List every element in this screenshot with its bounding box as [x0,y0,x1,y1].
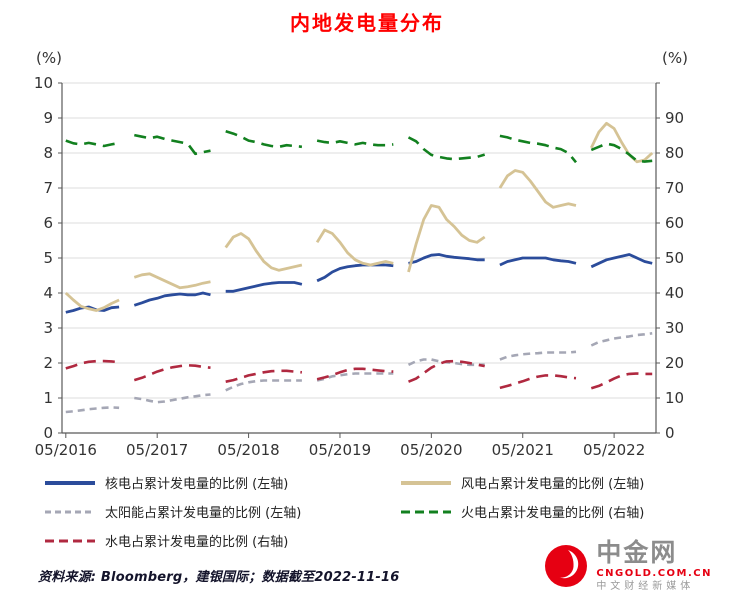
x-axis-label: 05/2016 [35,441,97,459]
watermark-text: 中金网 CNGOLD.COM.CN 中文财经新媒体 [596,540,712,592]
right-axis-label: 20 [665,354,684,372]
left-axis-label: 2 [43,354,53,372]
series-line-nuclear [65,253,653,314]
legend-swatch-solar-icon [45,510,95,513]
left-axis-label: 5 [43,249,53,267]
series-line-wind [64,121,654,312]
legend-label-wind: 风电占累计发电量的比例 (左轴) [461,477,645,492]
left-axis-label: 4 [43,284,53,302]
left-axis-label: 1 [43,389,53,407]
line-chart: 0 0 1 10 2 20 3 30 4 40 5 50 6 60 7 70 8 80 9 90 10 (%) (%) 05/… [34,49,688,459]
legend-item-hydro: 水电占累计发电量的比例 (右轴) [44,531,396,550]
watermark: 中金网 CNGOLD.COM.CN 中文财经新媒体 [544,540,712,592]
left-axis-label: 3 [43,319,53,337]
right-axis-label: 60 [665,214,684,232]
legend-swatch-wind-icon [401,480,451,485]
x-axis-label: 05/2019 [309,441,371,459]
legend-swatch-nuclear-icon [45,480,95,485]
x-axis-label: 05/2022 [583,441,645,459]
legend-label-hydro: 水电占累计发电量的比例 (右轴) [105,535,289,550]
right-axis-label: 10 [665,389,684,407]
left-axis-label: 8 [43,144,53,162]
left-axis-label: 9 [43,109,53,127]
legend-swatch-thermal-icon [401,510,451,513]
right-axis-label: 90 [665,109,684,127]
left-axis-label: 0 [43,424,53,442]
left-axis-label: 10 [34,74,53,92]
watermark-brand: 中金网 [596,538,678,567]
legend-label-nuclear: 核电占累计发电量的比例 (左轴) [105,477,289,492]
right-axis-unit-label: (%) [662,49,688,67]
x-axis-label: 05/2018 [217,441,279,459]
legend-label-solar: 太阳能占累计发电量的比例 (左轴) [105,506,302,521]
right-axis-label: 0 [665,424,675,442]
legend-item-thermal: 火电占累计发电量的比例 (右轴) [400,502,714,521]
legend-item-solar: 太阳能占累计发电量的比例 (左轴) [44,502,396,521]
cngold-logo-icon [545,545,588,587]
right-axis-label: 50 [665,249,684,267]
right-axis-label: 30 [665,319,684,337]
series-line-thermal [65,129,653,164]
x-axis-label: 05/2021 [492,441,554,459]
legend-label-thermal: 火电占累计发电量的比例 (右轴) [461,506,645,521]
legend: 核电占累计发电量的比例 (左轴) 风电占累计发电量的比例 (左轴) 太阳能占累计… [44,473,714,550]
right-axis-label: 70 [665,179,684,197]
source-note: 资料来源: Bloomberg，建银国际；数据截至2022-11-16 [38,570,400,585]
x-axis-label: 05/2020 [400,441,462,459]
series-line-hydro [65,359,653,390]
watermark-domain: CNGOLD.COM.CN [596,568,712,579]
right-axis-label: 40 [665,284,684,302]
legend-item-nuclear: 核电占累计发电量的比例 (左轴) [44,473,396,492]
legend-swatch-hydro-icon [45,539,95,542]
left-axis-unit-label: (%) [36,49,62,67]
right-axis-label: 80 [665,144,684,162]
chart-title: 内地发电量分布 [290,11,444,35]
x-axis-label: 05/2017 [126,441,188,459]
legend-item-wind: 风电占累计发电量的比例 (左轴) [400,473,714,492]
left-axis-label: 6 [43,214,53,232]
watermark-tagline: 中文财经新媒体 [596,581,695,592]
left-axis-label: 7 [43,179,53,197]
